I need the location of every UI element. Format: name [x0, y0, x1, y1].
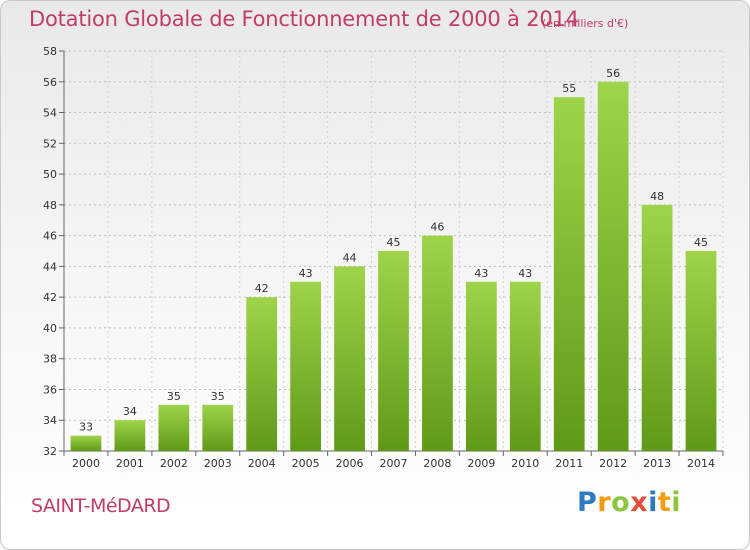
data-label: 45: [387, 236, 401, 249]
bar: [598, 82, 629, 451]
x-tick-label: 2010: [511, 457, 539, 470]
data-label: 33: [79, 421, 93, 434]
data-label: 35: [167, 390, 181, 403]
x-tick-label: 2009: [467, 457, 495, 470]
data-label: 45: [694, 236, 708, 249]
bar: [378, 251, 409, 451]
bar: [334, 266, 365, 451]
x-tick-label: 2000: [72, 457, 100, 470]
chart-frame: Dotation Globale de Fonctionnement de 20…: [0, 0, 750, 550]
y-tick-label: 32: [43, 445, 57, 458]
x-tick-label: 2014: [687, 457, 715, 470]
data-label: 43: [518, 267, 532, 280]
y-tick-label: 34: [43, 414, 57, 427]
x-tick-label: 2007: [380, 457, 408, 470]
logo-letter: i: [671, 487, 681, 518]
bar: [642, 205, 673, 451]
x-tick-label: 2003: [204, 457, 232, 470]
x-tick-label: 2013: [643, 457, 671, 470]
x-tick-label: 2004: [248, 457, 276, 470]
bar: [510, 282, 541, 451]
bar: [115, 420, 146, 451]
data-label: 42: [255, 282, 269, 295]
y-tick-label: 50: [43, 168, 57, 181]
data-label: 44: [343, 251, 357, 264]
data-label: 34: [123, 405, 137, 418]
bar: [290, 282, 321, 451]
data-label: 55: [562, 82, 576, 95]
bar-chart: 32 34 36 38 40 42 44 46 48 50 52 54 56 58 2000 2001 2002…: [1, 1, 750, 550]
x-tick-label: 2001: [116, 457, 144, 470]
x-tick-label: 2005: [292, 457, 320, 470]
logo-letter: o: [611, 487, 630, 518]
y-tick-label: 36: [43, 383, 57, 396]
data-label: 43: [474, 267, 488, 280]
logo-letter: x: [630, 487, 648, 518]
bar: [246, 297, 277, 451]
bar: [71, 436, 102, 451]
y-tick-label: 46: [43, 230, 57, 243]
bar: [202, 405, 233, 451]
data-label: 43: [299, 267, 313, 280]
bar: [554, 97, 585, 451]
y-tick-label: 56: [43, 76, 57, 89]
data-label: 46: [430, 221, 444, 234]
y-tick-label: 52: [43, 137, 57, 150]
bar: [422, 236, 453, 451]
x-tick-label: 2012: [599, 457, 627, 470]
x-tick-label: 2006: [336, 457, 364, 470]
x-tick-label: 2002: [160, 457, 188, 470]
data-label: 35: [211, 390, 225, 403]
logo-letter: t: [658, 487, 671, 518]
logo-letter: P: [577, 487, 597, 518]
proxiti-logo: Proxiti: [577, 487, 681, 518]
y-tick-label: 54: [43, 107, 57, 120]
logo-letter: i: [648, 487, 658, 518]
y-tick-label: 58: [43, 45, 57, 58]
bar: [686, 251, 717, 451]
y-tick-label: 44: [43, 260, 57, 273]
y-tick-label: 40: [43, 322, 57, 335]
y-tick-label: 48: [43, 199, 57, 212]
data-label: 56: [606, 67, 620, 80]
commune-name: SAINT-MéDARD: [31, 495, 170, 517]
bar: [466, 282, 497, 451]
logo-letter: r: [597, 487, 611, 518]
bar: [158, 405, 189, 451]
data-label: 48: [650, 190, 664, 203]
x-tick-label: 2011: [555, 457, 583, 470]
y-tick-label: 42: [43, 291, 57, 304]
x-tick-label: 2008: [423, 457, 451, 470]
y-tick-label: 38: [43, 353, 57, 366]
